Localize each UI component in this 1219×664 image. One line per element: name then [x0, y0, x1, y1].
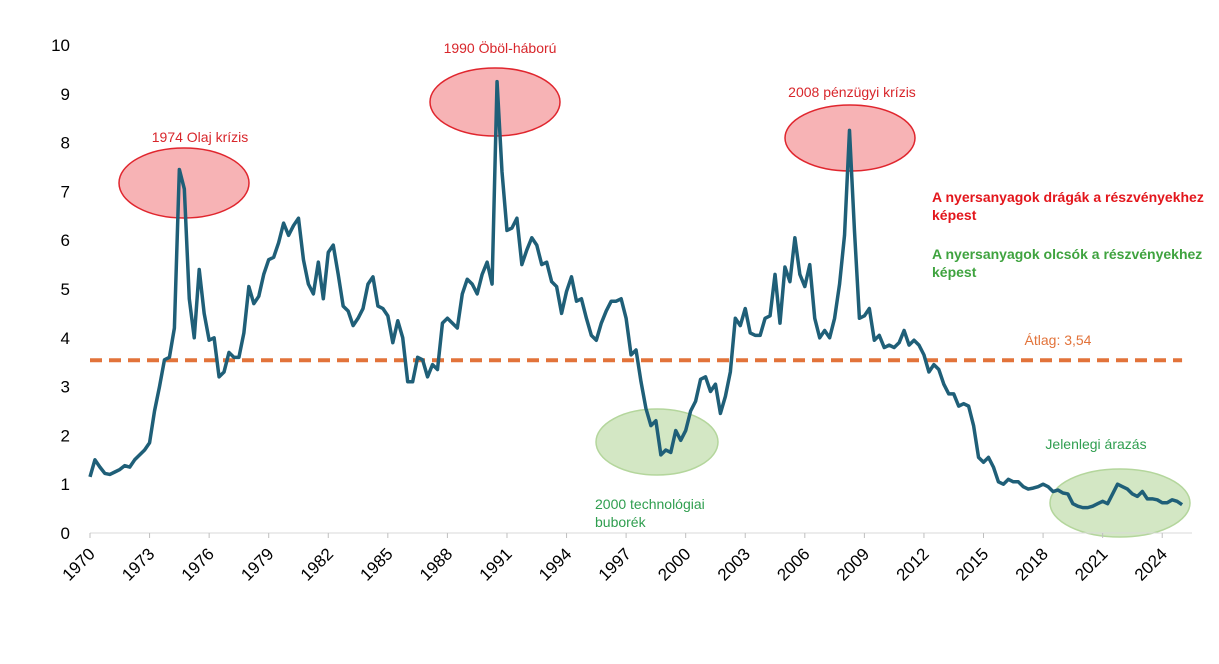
x-tick-label: 2009	[833, 544, 873, 584]
x-tick-label: 2024	[1131, 544, 1171, 584]
y-tick-label: 2	[61, 426, 70, 445]
annotation: buborék	[595, 514, 647, 530]
data-line	[88, 79, 1184, 510]
y-tick-label: 3	[61, 378, 70, 397]
highlight-ellipse	[595, 408, 719, 476]
x-tick-label: 2018	[1012, 544, 1052, 584]
x-tick-label: 1973	[118, 544, 158, 584]
y-tick-label: 10	[51, 36, 70, 55]
highlight-ellipse	[1049, 468, 1191, 538]
x-tick-label: 1991	[476, 544, 516, 584]
annotation: 1974 Olaj krízis	[152, 129, 248, 145]
y-tick-label: 1	[61, 475, 70, 494]
x-tick-label: 1979	[237, 544, 277, 584]
x-tick-label: 1982	[297, 544, 337, 584]
x-tick-label: 1988	[416, 544, 456, 584]
annotation: Jelenlegi árazás	[1045, 436, 1146, 452]
y-tick-label: 5	[61, 280, 70, 299]
x-tick-label: 1994	[535, 544, 575, 584]
x-tick-label: 2012	[893, 544, 933, 584]
x-tick-label: 2003	[714, 544, 754, 584]
annotation: 2000 technológiai	[595, 496, 705, 512]
note: A nyersanyagok olcsók a részvényekhez ké…	[932, 246, 1203, 280]
annotation-shapes	[118, 67, 1191, 538]
x-tick-label: 2006	[773, 544, 813, 584]
y-tick-label: 4	[61, 329, 70, 348]
annotation: 2008 pénzügyi krízis	[788, 84, 916, 100]
y-tick-label: 6	[61, 231, 70, 250]
x-tick-label: 1997	[595, 544, 635, 584]
x-tick-label: 1970	[59, 544, 99, 584]
x-tick-label: 1976	[178, 544, 218, 584]
x-tick-label: 2021	[1071, 544, 1111, 584]
y-tick-label: 7	[61, 182, 70, 201]
y-tick-label: 9	[61, 85, 70, 104]
average-label: Átlag: 3,54	[1025, 332, 1092, 348]
note: A nyersanyagok drágák a részvényekhez ké…	[932, 189, 1204, 223]
y-tick-label: 0	[61, 524, 70, 543]
x-tick-label: 2015	[952, 544, 992, 584]
y-tick-label: 8	[61, 134, 70, 153]
x-tick-label: 1985	[356, 544, 396, 584]
annotation: 1990 Öböl-háború	[444, 39, 557, 56]
x-tick-label: 2000	[654, 544, 694, 584]
